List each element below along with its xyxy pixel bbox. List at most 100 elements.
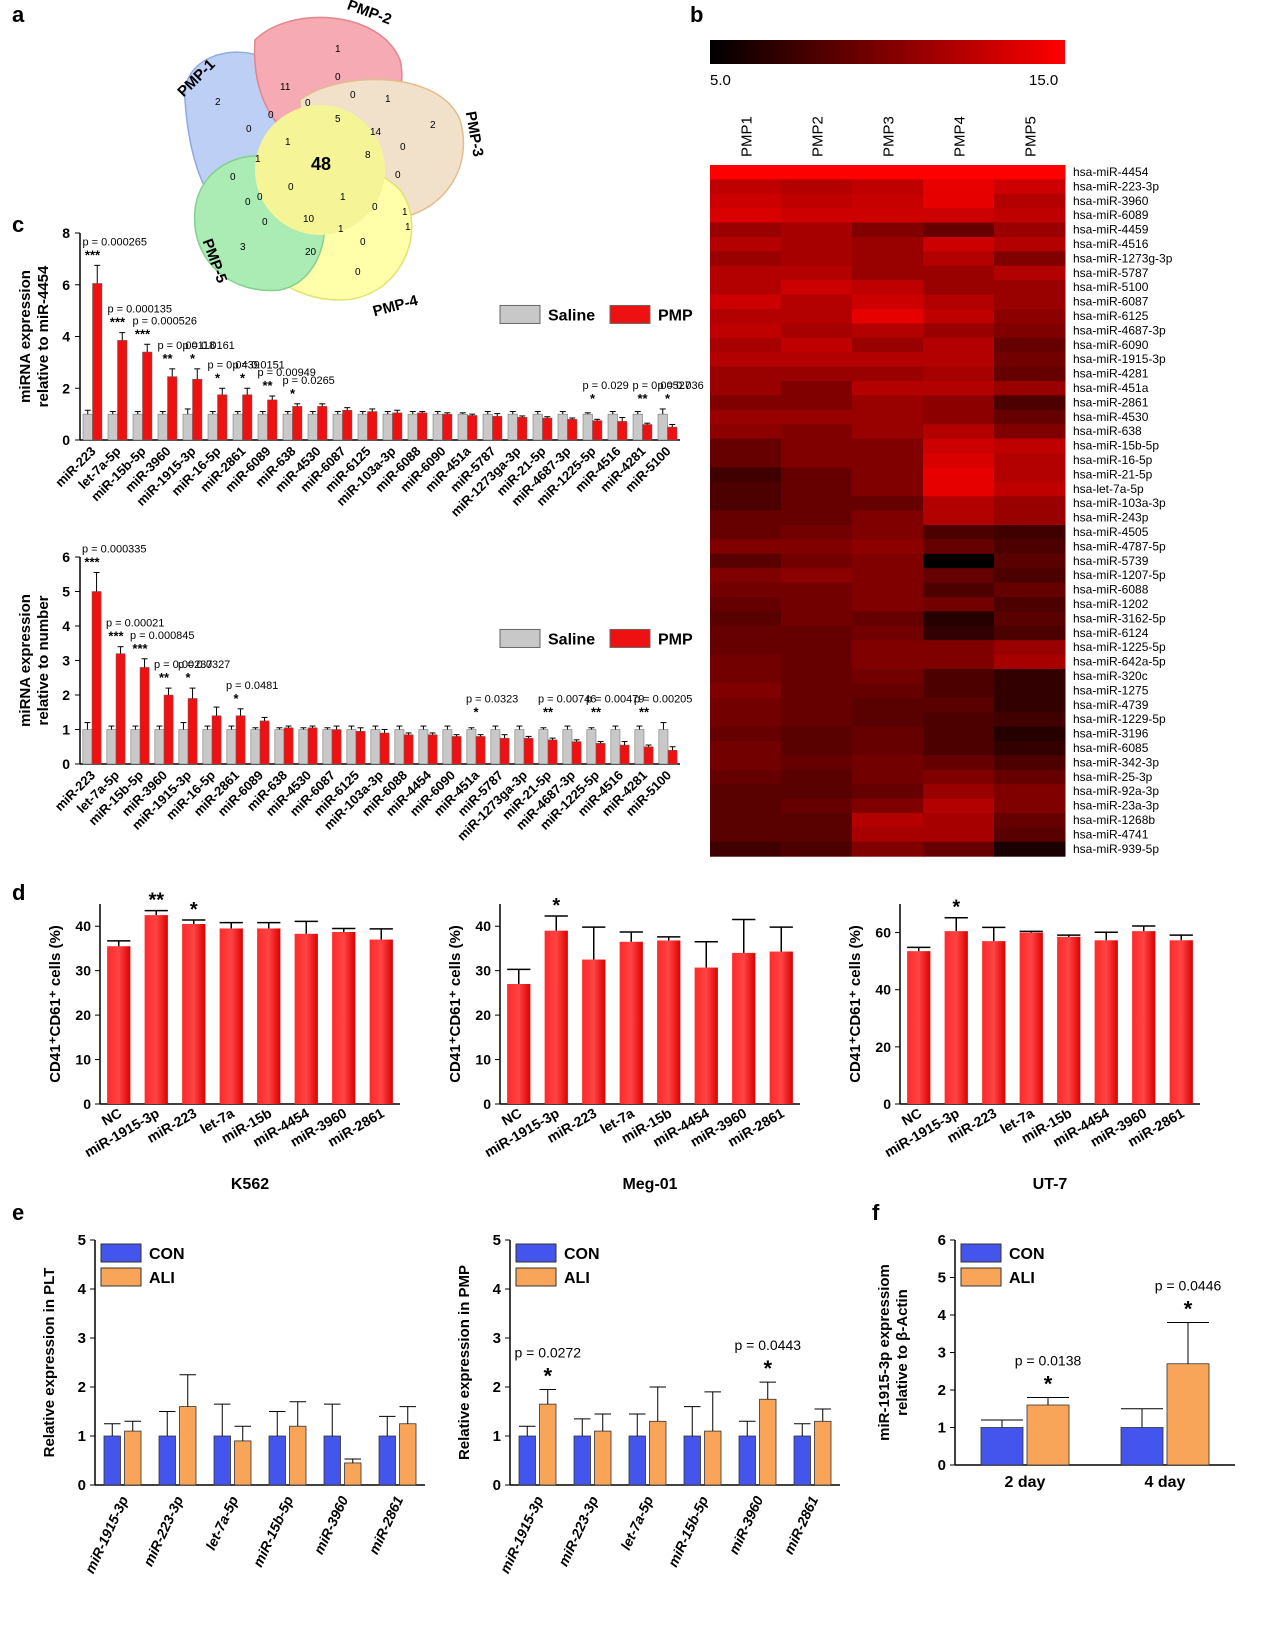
bar (1057, 936, 1081, 1104)
legend-label-saline: Saline (548, 307, 595, 324)
venn-region-count: 0 (268, 110, 274, 121)
bar (1132, 931, 1156, 1104)
legend-label-ali: ALI (1009, 1270, 1035, 1287)
bar-saline (562, 729, 573, 765)
legend-swatch-ali (100, 1267, 142, 1287)
heatmap-cell (923, 481, 995, 497)
y-tick-label: 4 (938, 1307, 947, 1324)
bar-saline (582, 413, 593, 441)
x-tick-label: 4 day (1145, 1474, 1186, 1491)
bar-saline (457, 413, 468, 441)
y-tick-label: 0 (78, 1477, 86, 1494)
heatmap-cell (710, 496, 782, 512)
heatmap-cell (781, 712, 853, 728)
heatmap-cell (994, 813, 1066, 828)
bar-con (518, 1435, 536, 1486)
bar-con (213, 1435, 231, 1486)
heatmap-cell (781, 424, 853, 440)
heatmap-cell (710, 208, 782, 224)
y-tick-label: 6 (62, 549, 70, 565)
venn-region-count: 0 (246, 124, 252, 135)
bar (769, 951, 793, 1104)
heatmap-cell (852, 611, 924, 627)
y-tick-label: 0 (62, 432, 70, 448)
bar (732, 952, 756, 1104)
x-tick-label: miR-3960 (725, 1493, 766, 1556)
heatmap-cell (852, 294, 924, 310)
bar-pmp (115, 653, 126, 765)
bar-pmp (167, 376, 178, 441)
heatmap-cell (852, 496, 924, 512)
heatmap-cell (852, 510, 924, 526)
heatmap-cell (781, 481, 853, 497)
bar (107, 946, 131, 1104)
heatmap-cell (710, 798, 782, 814)
bar-pmp (667, 749, 678, 765)
bar-con (980, 1427, 1024, 1466)
heatmap-cell (781, 784, 853, 800)
heatmap-cell (994, 510, 1066, 526)
p-value-label: p = 0.0443 (734, 1337, 801, 1353)
heatmap-cell (852, 726, 924, 742)
y-tick-label: 0 (938, 1457, 946, 1474)
bar-saline (658, 729, 669, 765)
heatmap-cell (710, 669, 782, 684)
bar-pmp (117, 340, 128, 441)
heatmap-cell (710, 352, 782, 368)
heatmap-cell (781, 669, 853, 684)
bar-pmp (317, 406, 328, 441)
bar-ali (704, 1430, 722, 1486)
heatmap-cell (923, 208, 995, 224)
y-axis-label: miRNA expression (17, 594, 34, 727)
heatmap-cell (923, 337, 995, 353)
heatmap-cell (781, 510, 853, 526)
x-tick-label: miR-2861 (365, 1493, 406, 1556)
bar-pmp (392, 412, 403, 441)
bar-pmp (427, 734, 438, 765)
bar-pmp (517, 416, 528, 441)
heatmap-cell (852, 222, 924, 238)
heatmap-cell (781, 496, 853, 512)
heatmap-cell (923, 741, 995, 756)
chart-title: Meg-01 (622, 1176, 677, 1193)
y-tick-label: 2 (938, 1382, 946, 1399)
heatmap-cell (852, 640, 924, 656)
venn-diagram: PMP-1 PMP-2 PMP-3 PMP-4 PMP-5 48 2120311… (174, 0, 486, 320)
heatmap-cell (781, 553, 853, 569)
y-tick-label: 6 (62, 277, 70, 293)
bar-saline (106, 729, 117, 765)
bar (257, 928, 281, 1104)
heatmap-row-label: hsa-miR-25-3p (1073, 770, 1153, 784)
p-value-label: p = 0.000265 (83, 236, 148, 248)
heatmap-cell (852, 553, 924, 569)
heatmap-row-label: hsa-miR-939-5p (1073, 842, 1159, 856)
heatmap-cell (781, 654, 853, 670)
p-value-label: p = 0.0327 (178, 659, 230, 671)
y-tick-label: 0 (483, 1096, 491, 1112)
x-tick-label: 2 day (1005, 1474, 1046, 1491)
heatmap-column-label: PMP1 (739, 116, 756, 157)
heatmap-row-label: hsa-miR-1915-3p (1073, 352, 1166, 366)
heatmap-row-label: hsa-miR-1273g-3p (1073, 251, 1173, 265)
heatmap-row-label: hsa-miR-223-3p (1073, 179, 1159, 193)
heatmap-row-label: hsa-miR-642a-5p (1073, 655, 1166, 669)
bar (369, 939, 393, 1104)
heatmap-cell (710, 568, 782, 584)
bar-saline (178, 729, 189, 765)
heatmap-row-label: hsa-miR-5787 (1073, 266, 1149, 280)
bar-ali (124, 1430, 142, 1486)
bar-pmp (235, 715, 246, 765)
legend-label-con: CON (149, 1246, 185, 1263)
bar-con (378, 1435, 396, 1486)
heatmap-cell (852, 438, 924, 454)
heatmap-cell (781, 395, 853, 411)
significance-stars: *** (132, 641, 148, 656)
x-tick-label: miR-2861 (780, 1493, 821, 1556)
significance-stars: ** (162, 351, 173, 366)
venn-region-count: 1 (335, 44, 341, 55)
heatmap-cell (781, 309, 853, 324)
p-value-label: p = 0.00949 (258, 367, 316, 379)
heatmap-row-label: hsa-miR-3196 (1073, 727, 1149, 741)
panel-label-b: b (690, 2, 704, 27)
bar-saline (274, 729, 285, 765)
